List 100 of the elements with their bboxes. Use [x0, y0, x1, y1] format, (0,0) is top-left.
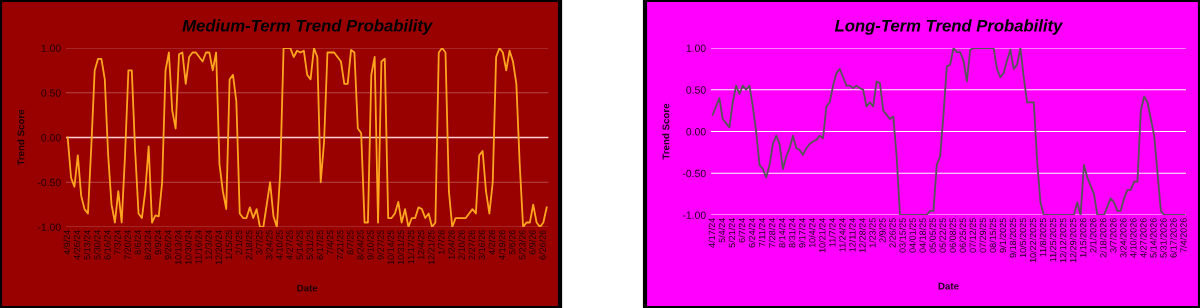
x-tick-label: 9/17/24	[798, 218, 806, 248]
x-tick-label: 2/18/2026	[1099, 218, 1107, 258]
y-tick-label: 1.00	[41, 44, 61, 52]
x-tick-label: 7/21/25	[336, 230, 344, 260]
x-tick-label: 11/8/2025	[1039, 218, 1047, 257]
x-tick-label: 6/24/24	[748, 218, 756, 248]
x-tick-label: 04/01/25	[909, 218, 916, 253]
x-tick-label: 08/15/25	[989, 218, 997, 253]
y-tick-label: -0.50	[682, 169, 706, 178]
x-tick-label: 3/7/25	[255, 230, 263, 255]
x-tick-label: 9/27/25	[377, 230, 384, 260]
x-tick-label: 7/20/24	[124, 230, 131, 260]
x-tick-label: 7/28/24	[768, 218, 776, 248]
x-tick-label: 07/29/25	[979, 218, 987, 253]
y-tick-label: 0.00	[686, 128, 706, 136]
x-tick-label: 6/16/24	[103, 230, 111, 260]
x-tick-label: 5/14/25	[296, 230, 303, 260]
x-tick-label: 12/20/24	[215, 230, 222, 265]
x-tick-label: 10/14/25	[387, 230, 394, 265]
x-tick-label: 2/10/26	[458, 230, 465, 260]
x-tick-label: 11/7/24	[828, 218, 836, 247]
x-tick-label: 9/18/2025	[1009, 218, 1017, 258]
chart-title: Long-Term Trend Probability	[834, 19, 1064, 35]
x-tick-label: 4/9/24	[63, 230, 71, 255]
x-tick-label: 8/6/24	[134, 230, 141, 255]
x-tick-label: 05/05/25	[929, 218, 936, 253]
x-tick-label: 12/12/2025	[1059, 218, 1067, 263]
x-tick-label: 3/24/2026	[1119, 218, 1127, 258]
x-axis-title: Date	[297, 284, 318, 292]
x-tick-label: 10/21/24	[818, 218, 826, 253]
x-tick-label: 2/9/25	[879, 218, 886, 243]
x-tick-label: 8/7/25	[346, 230, 354, 255]
x-tick-label: 1/15/2026	[1079, 218, 1087, 258]
y-tick-label: 0.00	[41, 134, 61, 142]
x-tick-label: 1/7/26	[437, 230, 445, 255]
x-tick-label: 2/18/25	[245, 230, 253, 260]
x-tick-label: 12/3/24	[205, 230, 212, 260]
x-tick-label: 7/3/24	[114, 230, 121, 255]
x-tick-label: 6/7/24	[738, 218, 746, 243]
x-tick-label: 10/30/24	[184, 230, 192, 265]
x-tick-label: 4/26/24	[73, 230, 81, 260]
x-tick-label: 2/1/2026	[1089, 218, 1097, 253]
x-tick-label: 12/28/24	[858, 218, 866, 253]
line-series	[66, 48, 548, 227]
x-tick-label: 1/23/25	[869, 218, 876, 248]
x-tick-label: 4/10/2026	[1129, 218, 1137, 258]
x-tick-label: 5/31/2026	[1160, 218, 1167, 258]
x-tick-label: 04/18/25	[919, 218, 926, 253]
x-tick-label: 6/26/26	[539, 230, 546, 260]
x-tick-label: 4/27/2026	[1139, 218, 1147, 258]
x-tick-label: 8/14/24	[778, 218, 786, 248]
y-tick-label: 1.00	[686, 44, 706, 52]
x-tick-label: 11/16/24	[195, 230, 202, 264]
x-tick-label: 10/31/25	[397, 230, 405, 265]
y-tick-label: 0.50	[686, 86, 706, 94]
x-tick-label: 10/5/2025	[1019, 218, 1027, 258]
y-tick-label: 0.50	[41, 89, 61, 97]
x-tick-label: 2/1/25	[235, 230, 243, 255]
y-tick-label: -0.50	[37, 178, 61, 187]
x-tick-label: 11/17/25	[407, 230, 415, 264]
x-tick-label: 5/30/24	[93, 230, 101, 260]
x-tick-label: 5/14/2026	[1149, 218, 1157, 258]
x-tick-label: 7/4/25	[326, 230, 334, 255]
y-axis-title: Trend Score	[662, 103, 670, 160]
x-tick-label: 6/17/2026	[1170, 218, 1177, 258]
x-tick-label: 4/17/24	[708, 218, 716, 248]
x-axis-title: Date	[938, 282, 959, 290]
x-tick-label: 5/6/26	[508, 230, 516, 255]
x-tick-label: 9/9/24	[154, 230, 162, 255]
x-tick-label: 4/2/26	[488, 230, 496, 255]
x-tick-label: 12/11/24	[848, 218, 856, 252]
chart-title: Medium-Term Trend Probability	[182, 19, 433, 35]
x-tick-label: 06/25/25	[959, 218, 966, 253]
x-tick-label: 1/24/26	[448, 230, 455, 260]
x-tick-label: 9/1/2025	[999, 218, 1007, 253]
x-tick-label: 6/9/26	[529, 230, 536, 255]
x-tick-label: 10/4/24	[808, 218, 816, 248]
x-tick-label: 11/25/2025	[1049, 218, 1057, 262]
x-tick-label: 5/23/26	[518, 230, 526, 260]
x-tick-label: 7/4/2026	[1180, 218, 1187, 253]
x-tick-label: 10/22/2025	[1029, 218, 1037, 263]
x-tick-label: 5/13/24	[83, 230, 91, 260]
y-axis-title: Trend Score	[17, 109, 25, 166]
x-tick-label: 9/26/24	[164, 230, 172, 260]
x-tick-label: 2/27/26	[468, 230, 475, 260]
x-tick-label: 3/16/26	[478, 230, 486, 260]
x-tick-label: 07/12/25	[969, 218, 976, 253]
x-tick-label: 2/26/25	[889, 218, 896, 248]
x-tick-label: 03/15/25	[899, 218, 906, 253]
x-tick-label: 1/15/25	[225, 230, 233, 260]
x-tick-label: 7/11/24	[758, 218, 766, 247]
x-tick-label: 10/13/24	[174, 230, 182, 265]
x-tick-label: 4/10/25	[276, 230, 283, 260]
x-tick-label: 06/08/25	[949, 218, 956, 253]
x-tick-label: 8/31/24	[788, 218, 796, 248]
x-tick-label: 3/7/2026	[1109, 218, 1117, 253]
x-tick-label: 6/17/25	[316, 230, 324, 260]
x-tick-label: 9/10/25	[367, 230, 374, 260]
x-tick-label: 8/23/24	[144, 230, 152, 260]
x-tick-label: 8/24/25	[356, 230, 364, 260]
